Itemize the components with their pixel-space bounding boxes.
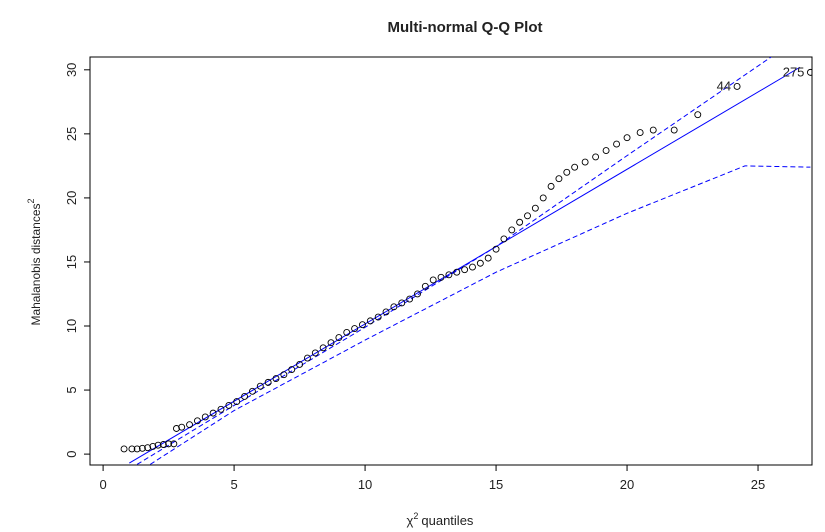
point [540,195,546,201]
y-tick-label: 25 [64,127,79,141]
point [517,219,523,225]
point [524,213,530,219]
chart: Multi-normal Q-Q Plot χ2quantiles Mahala… [0,0,825,532]
point [671,127,677,133]
x-tick-label: 25 [751,477,765,492]
point [614,141,620,147]
plot-frame [90,57,812,465]
point [734,83,740,89]
y-tick-label: 10 [64,319,79,333]
point [582,159,588,165]
plot-area [121,57,813,464]
confidence-envelope [150,166,810,464]
y-tick-label: 5 [64,386,79,393]
point [548,183,554,189]
y-tick-label: 30 [64,63,79,77]
point [572,164,578,170]
point [469,264,475,270]
point [509,227,515,233]
chart-title: Multi-normal Q-Q Plot [388,19,543,36]
x-label-sup: 2 [413,511,418,521]
point [556,176,562,182]
page: Multi-normal Q-Q Plot χ2quantiles Mahala… [0,0,825,532]
point [807,69,813,75]
x-tick-label: 20 [620,477,634,492]
reference-line [129,67,800,463]
y-label-sup: 2 [26,198,36,203]
point [462,267,468,273]
y-axis-label: Mahalanobis distances2 [26,198,43,325]
y-label-text: Mahalanobis distances [29,203,43,325]
point [430,277,436,283]
point [121,446,127,452]
x-label-text: quantiles [421,513,474,528]
point [637,130,643,136]
confidence-envelope [137,57,771,464]
x-tick-label: 5 [230,477,237,492]
point [624,135,630,141]
y-tick-label: 0 [64,450,79,457]
x-tick-label: 15 [489,477,503,492]
point-label: 44 [717,78,731,93]
point [485,255,491,261]
y-tick-label: 20 [64,191,79,205]
point [564,169,570,175]
x-tick-label: 10 [358,477,372,492]
x-tick-label: 0 [99,477,106,492]
point [603,148,609,154]
point [477,260,483,266]
point [281,372,287,378]
point [593,154,599,160]
point-label: 275 [783,64,805,79]
point [501,236,507,242]
y-tick-label: 15 [64,255,79,269]
point [695,112,701,118]
point [187,422,193,428]
point [532,205,538,211]
point [650,127,656,133]
